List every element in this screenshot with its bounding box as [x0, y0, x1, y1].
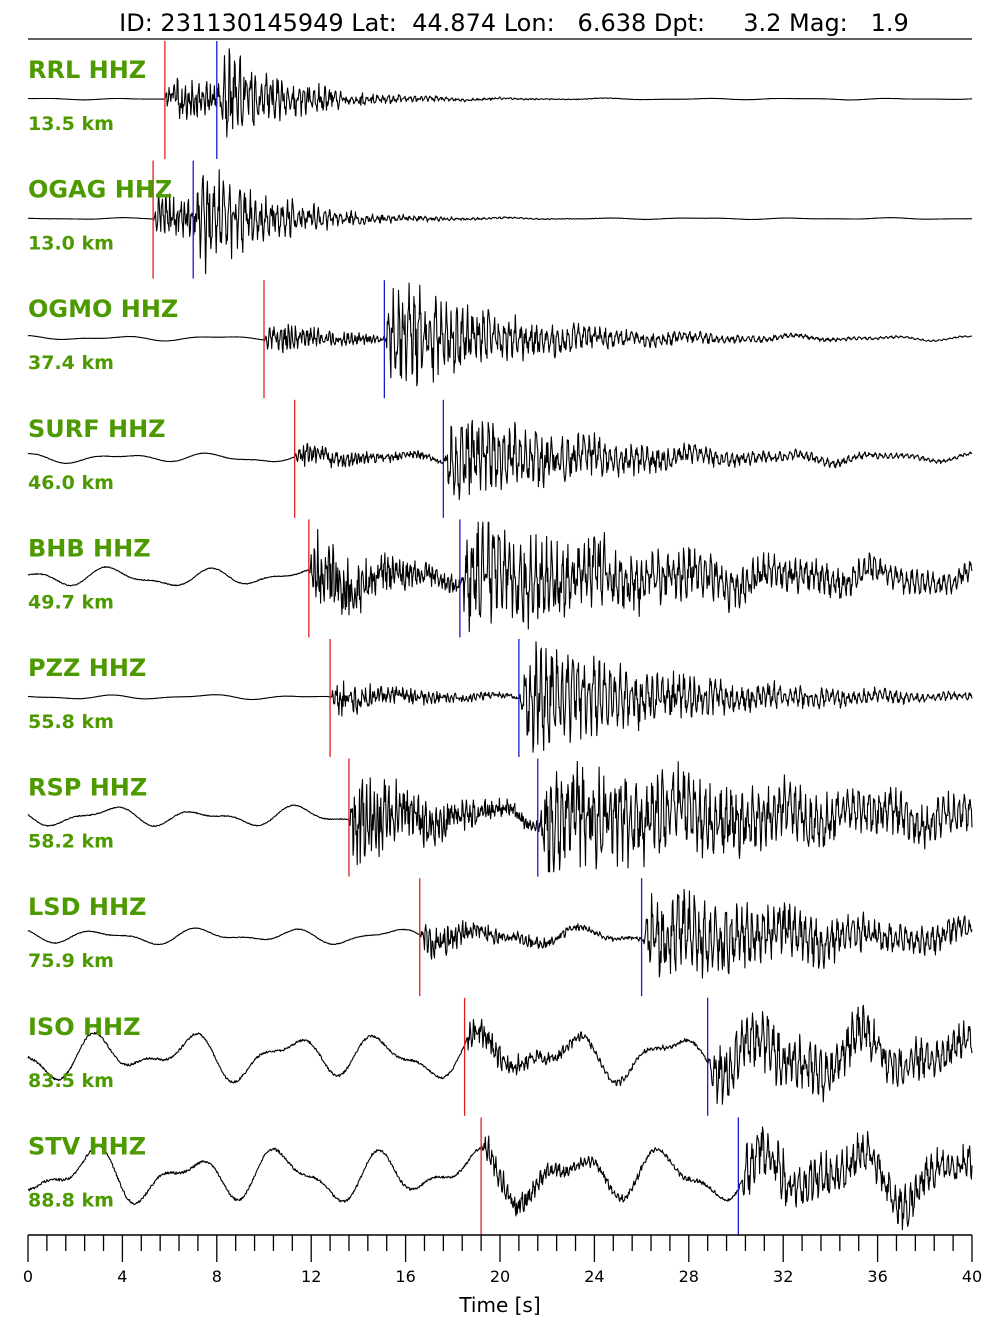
x-tick-label: 36	[867, 1267, 887, 1286]
trace-iso-hhz	[27, 1004, 973, 1105]
x-tick-label: 8	[212, 1267, 222, 1286]
x-tick-label: 20	[490, 1267, 510, 1286]
x-tick-label: 24	[584, 1267, 604, 1286]
station-label: SURF HHZ	[28, 415, 166, 443]
station-label: OGMO HHZ	[28, 295, 178, 323]
trace-rsp-hhz	[27, 760, 973, 873]
traces-group: RRL HHZ 13.5 km OGAG HHZ 13.0 km OGMO HHZ 37.…	[27, 41, 973, 1236]
station-label: RRL HHZ	[28, 56, 146, 84]
station-label: OGAG HHZ	[28, 176, 172, 204]
station-label: STV HHZ	[28, 1132, 146, 1160]
distance-label: 75.9 km	[28, 950, 114, 972]
distance-label: 49.7 km	[28, 591, 114, 613]
station-label: PZZ HHZ	[28, 654, 146, 682]
x-tick-label: 0	[23, 1267, 33, 1286]
distance-label: 37.4 km	[28, 352, 114, 374]
trace-lsd-hhz	[27, 888, 973, 979]
distance-label: 13.5 km	[28, 113, 114, 135]
trace-ogmo-hhz	[27, 282, 973, 387]
trace-surf-hhz	[27, 419, 973, 501]
x-tick-label: 32	[773, 1267, 793, 1286]
distance-label: 55.8 km	[28, 711, 114, 733]
x-tick-label: 40	[962, 1267, 982, 1286]
x-tick-label: 28	[679, 1267, 699, 1286]
trace-rrl-hhz	[28, 48, 972, 138]
time-axis: 0 4 8 12 16 20 24 28 32 36 40	[23, 1234, 982, 1286]
distance-label: 88.8 km	[28, 1189, 114, 1211]
station-label: ISO HHZ	[28, 1013, 141, 1041]
x-tick-label: 4	[117, 1267, 127, 1286]
trace-stv-hhz	[27, 1126, 973, 1231]
station-label: RSP HHZ	[28, 774, 147, 802]
distance-label: 83.5 km	[28, 1070, 114, 1092]
distance-label: 13.0 km	[28, 233, 114, 255]
chart-title: ID: 231130145949 Lat: 44.874 Lon: 6.638 …	[119, 9, 909, 37]
distance-label: 58.2 km	[28, 831, 114, 853]
trace-bhb-hhz	[27, 521, 973, 633]
trace-ogag-hhz	[27, 169, 972, 275]
station-label: BHB HHZ	[28, 534, 151, 562]
station-label: LSD HHZ	[28, 893, 146, 921]
x-tick-label: 16	[395, 1267, 415, 1286]
x-axis-label: Time [s]	[458, 1293, 540, 1317]
x-tick-label: 12	[301, 1267, 321, 1286]
distance-label: 46.0 km	[28, 472, 114, 494]
trace-pzz-hhz	[27, 641, 973, 753]
